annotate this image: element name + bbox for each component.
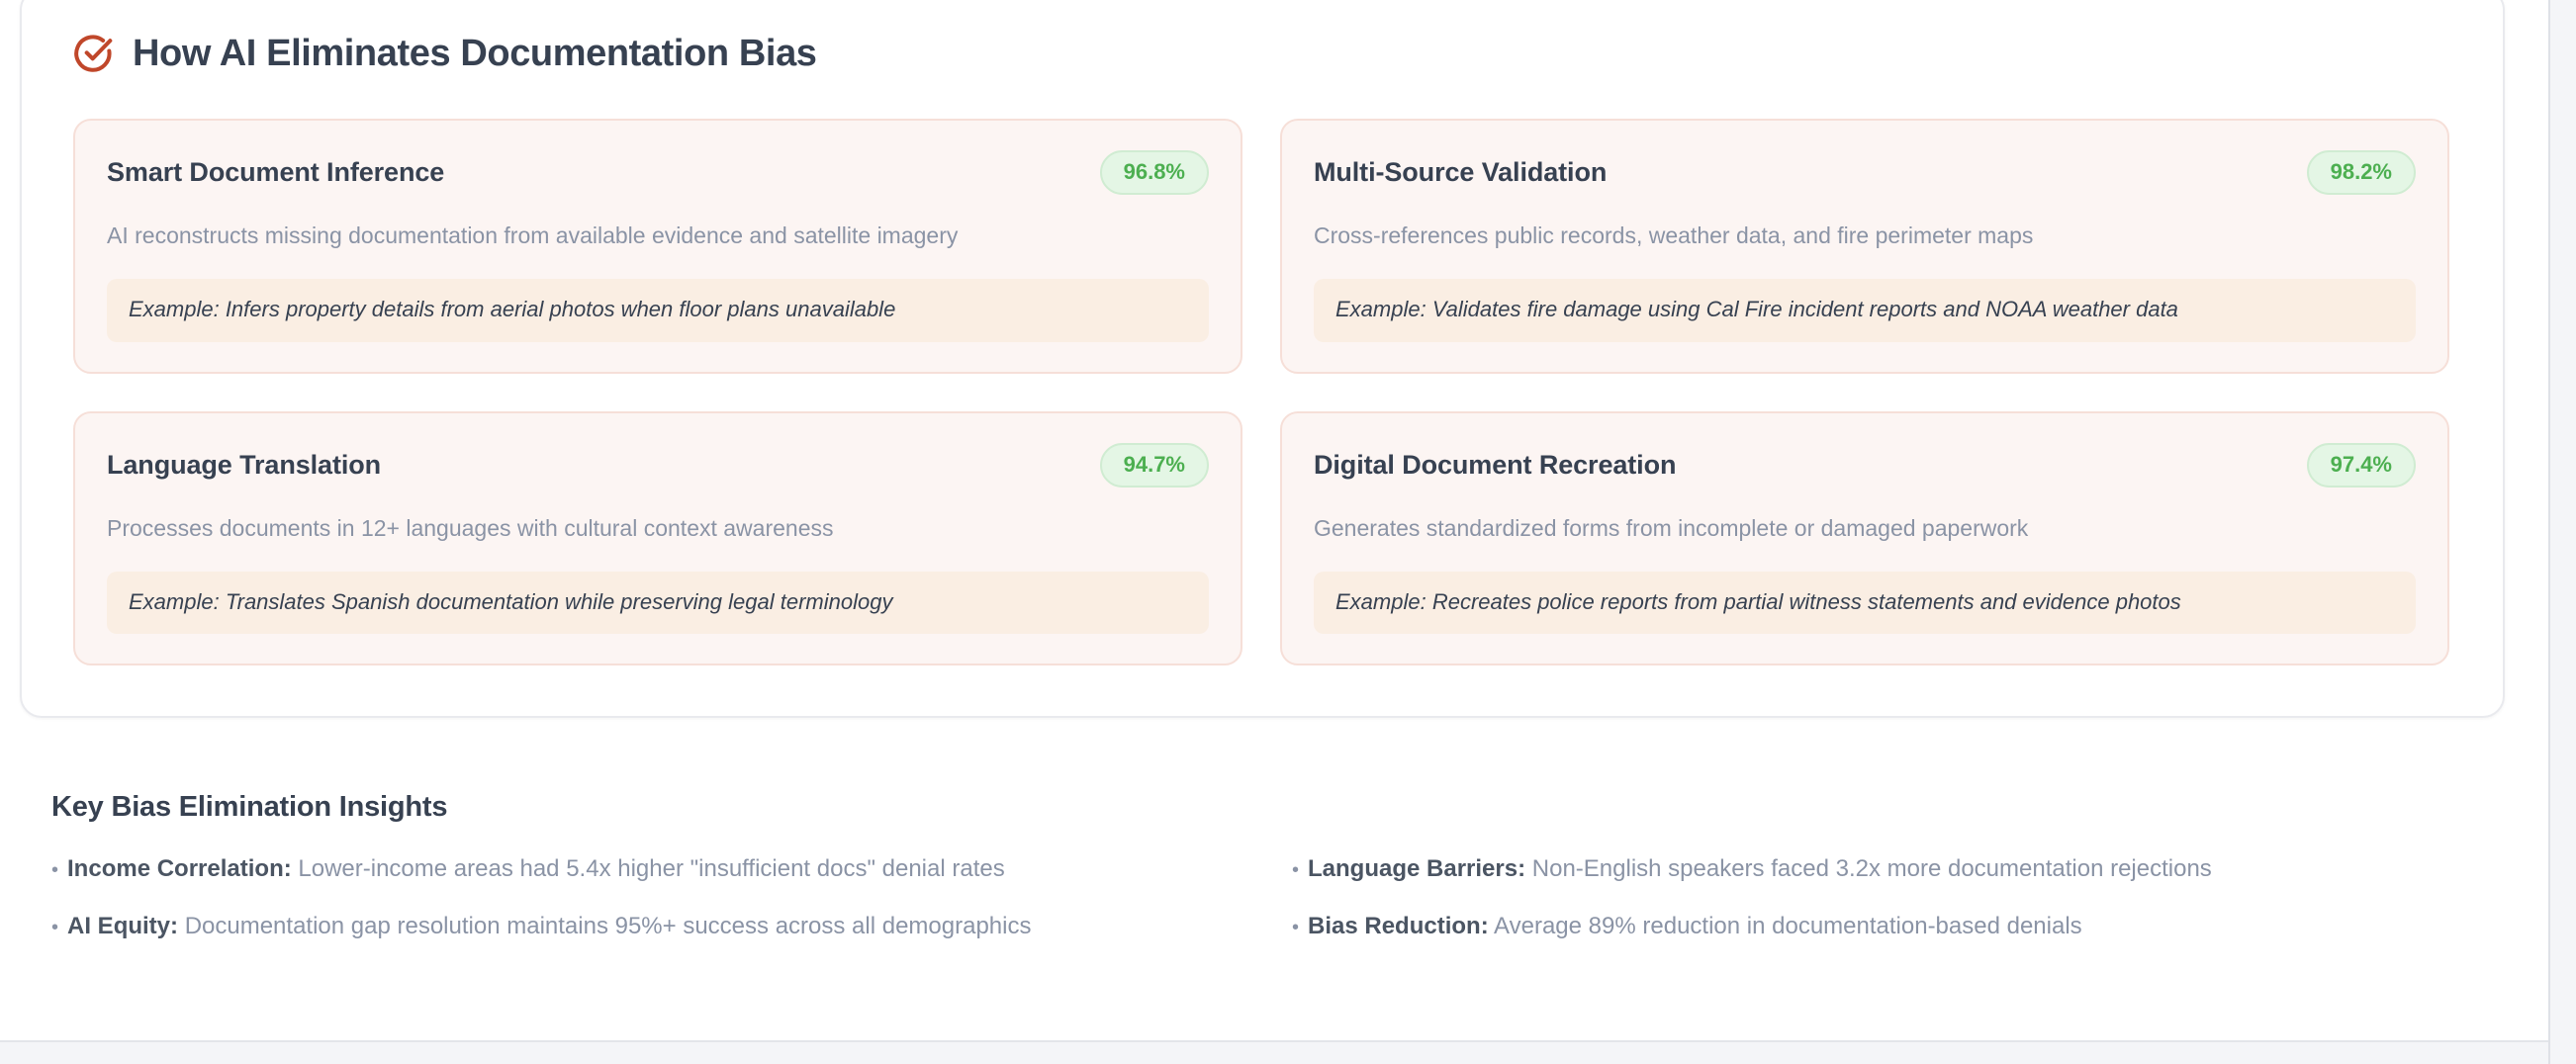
insight-item: • Income Correlation: Lower-income areas… (51, 853, 1254, 885)
page-title: How AI Eliminates Documentation Bias (133, 33, 817, 74)
feature-description: Generates standardized forms from incomp… (1314, 514, 2029, 541)
feature-card[interactable]: Multi-Source Validation 98.2% Cross-refe… (1280, 119, 2449, 374)
insight-label: Income Correlation: (67, 855, 292, 882)
bottom-divider (0, 1040, 2548, 1042)
insight-label: Language Barriers: (1308, 855, 1526, 882)
ai-bias-panel: How AI Eliminates Documentation Bias Sma… (20, 0, 2505, 718)
insight-item: • AI Equity: Documentation gap resolutio… (51, 911, 1254, 942)
bullet-icon: • (51, 917, 59, 939)
feature-title: Digital Document Recreation (1314, 449, 1677, 480)
check-circle-icon (73, 34, 113, 73)
insights-title: Key Bias Elimination Insights (51, 791, 448, 823)
feature-title: Multi-Source Validation (1314, 157, 1608, 187)
feature-grid: Smart Document Inference 96.8% AI recons… (22, 73, 2503, 666)
accuracy-badge: 94.7% (1099, 442, 1209, 488)
bottom-strip (0, 1042, 2548, 1064)
insight-text: Documentation gap resolution maintains 9… (184, 913, 1032, 940)
insight-text: Non-English speakers faced 3.2x more doc… (1531, 855, 2212, 882)
feature-card-header: Digital Document Recreation 97.4% (1314, 442, 2416, 488)
insight-label: AI Equity: (67, 913, 179, 940)
insight-text: Average 89% reduction in documentation-b… (1494, 913, 2082, 940)
feature-title: Smart Document Inference (107, 157, 445, 187)
feature-card-header: Multi-Source Validation 98.2% (1314, 150, 2416, 195)
feature-example: Example: Validates fire damage using Cal… (1314, 279, 2416, 342)
insights-grid: • Income Correlation: Lower-income areas… (51, 853, 2495, 943)
accuracy-badge: 98.2% (2306, 150, 2416, 195)
insight-text: Lower-income areas had 5.4x higher "insu… (298, 855, 1005, 882)
feature-card[interactable]: Digital Document Recreation 97.4% Genera… (1280, 410, 2449, 666)
insights-section: Key Bias Elimination Insights • Income C… (51, 791, 2495, 943)
feature-card-header: Language Translation 94.7% (107, 442, 1209, 488)
feature-description: Cross-references public records, weather… (1314, 222, 2034, 248)
accuracy-badge: 96.8% (1099, 150, 1209, 195)
right-side-rail (2548, 0, 2576, 1064)
insight-item: • Language Barriers: Non-English speaker… (1292, 853, 2495, 885)
bullet-icon: • (1292, 917, 1300, 939)
panel-header: How AI Eliminates Documentation Bias (22, 0, 2503, 73)
feature-example: Example: Translates Spanish documentatio… (107, 571, 1209, 635)
feature-card[interactable]: Language Translation 94.7% Processes doc… (73, 410, 1242, 666)
accuracy-badge: 97.4% (2306, 442, 2416, 488)
insight-label: Bias Reduction: (1308, 913, 1489, 940)
bullet-icon: • (1292, 859, 1300, 881)
insight-item: • Bias Reduction: Average 89% reduction … (1292, 911, 2495, 942)
feature-card-header: Smart Document Inference 96.8% (107, 150, 1209, 195)
feature-description: AI reconstructs missing documentation fr… (107, 222, 959, 248)
bullet-icon: • (51, 859, 59, 881)
feature-title: Language Translation (107, 449, 382, 480)
feature-description: Processes documents in 12+ languages wit… (107, 514, 834, 541)
feature-example: Example: Recreates police reports from p… (1314, 571, 2416, 635)
feature-card[interactable]: Smart Document Inference 96.8% AI recons… (73, 119, 1242, 374)
feature-example: Example: Infers property details from ae… (107, 279, 1209, 342)
